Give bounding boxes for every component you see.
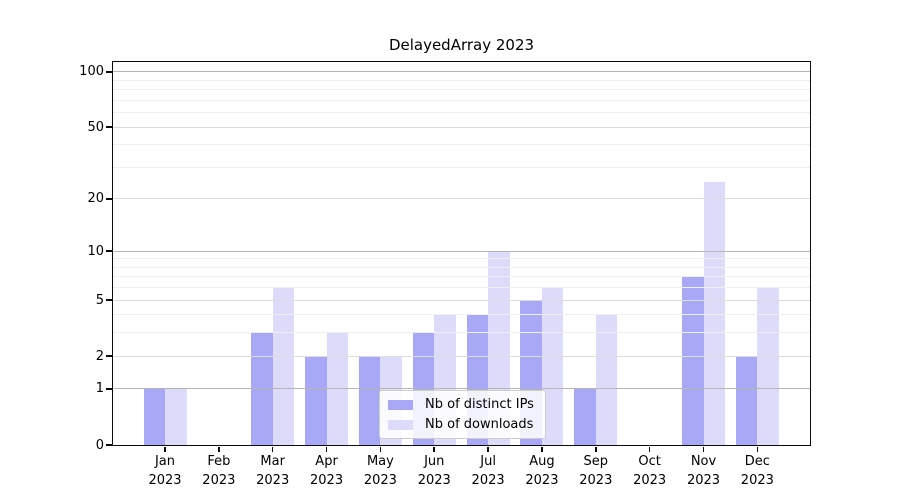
legend-label-distinct-ips: Nb of distinct IPs bbox=[425, 397, 534, 412]
bar-downloads-dec bbox=[757, 287, 779, 445]
legend-item-distinct-ips: Nb of distinct IPs bbox=[388, 396, 537, 413]
y-tick-label-5: 5 bbox=[95, 292, 104, 308]
x-tick-mark-mar bbox=[271, 446, 274, 452]
x-tick-label-dec: Dec 2023 bbox=[715, 452, 799, 490]
x-tick-month: May bbox=[366, 454, 394, 469]
x-tick-mark-apr bbox=[325, 446, 328, 452]
bar-downloads-apr bbox=[326, 332, 349, 445]
legend: Nb of distinct IPs Nb of downloads bbox=[379, 390, 546, 439]
x-tick-month: Aug bbox=[529, 454, 555, 469]
x-tick-year: 2023 bbox=[579, 473, 613, 488]
y-tick-label-1: 1 bbox=[95, 381, 104, 397]
bar-downloads-aug bbox=[541, 287, 564, 445]
y-tick-label-0: 0 bbox=[95, 437, 104, 453]
x-tick-year: 2023 bbox=[525, 473, 559, 488]
x-tick-month: Mar bbox=[260, 454, 285, 469]
x-tick-year: 2023 bbox=[471, 473, 505, 488]
x-tick-label-jan: Jan 2023 bbox=[123, 452, 207, 490]
y-tick-mark-5 bbox=[106, 299, 112, 301]
bar-downloads-mar bbox=[272, 287, 295, 445]
y-tick-label-2: 2 bbox=[95, 348, 104, 364]
x-tick-mark-nov bbox=[702, 446, 705, 452]
x-tick-month: Jan bbox=[154, 454, 176, 469]
bar-ips-mar bbox=[251, 332, 273, 445]
y-tick-mark-10 bbox=[106, 250, 112, 252]
x-tick-month: Sep bbox=[583, 454, 609, 469]
x-tick-mark-jan bbox=[164, 446, 166, 452]
x-tick-year: 2023 bbox=[740, 473, 774, 488]
y-tick-label-10: 10 bbox=[87, 243, 104, 259]
x-tick-year: 2023 bbox=[310, 473, 344, 488]
x-tick-year: 2023 bbox=[256, 473, 290, 488]
x-tick-month: Dec bbox=[744, 454, 770, 469]
x-tick-month: Nov bbox=[690, 454, 717, 469]
y-tick-label-100: 100 bbox=[79, 64, 104, 80]
x-tick-mark-may bbox=[379, 446, 382, 452]
x-tick-mark-oct bbox=[648, 446, 651, 452]
y-tick-mark-20 bbox=[106, 198, 112, 200]
x-tick-month: Feb bbox=[207, 454, 231, 469]
y-tick-label-20: 20 bbox=[87, 191, 104, 207]
x-tick-label-feb: Feb 2023 bbox=[177, 452, 261, 490]
legend-label-downloads: Nb of downloads bbox=[425, 417, 534, 432]
x-tick-mark-jun bbox=[433, 446, 436, 452]
x-tick-mark-sep bbox=[595, 446, 597, 452]
bar-downloads-jan bbox=[165, 388, 187, 445]
chart-title: DelayedArray 2023 bbox=[388, 36, 535, 54]
bars-layer bbox=[113, 62, 810, 445]
y-tick-label-50: 50 bbox=[87, 119, 104, 135]
y-tick-mark-1 bbox=[106, 388, 112, 390]
legend-swatch-downloads bbox=[388, 419, 413, 430]
x-tick-label-apr: Apr 2023 bbox=[285, 452, 369, 490]
x-tick-year: 2023 bbox=[633, 473, 667, 488]
x-tick-mark-aug bbox=[541, 446, 543, 452]
y-tick-mark-0 bbox=[106, 444, 112, 446]
bar-ips-sep bbox=[574, 388, 596, 445]
y-tick-mark-100 bbox=[106, 70, 112, 73]
x-tick-label-sep: Sep 2023 bbox=[554, 452, 638, 490]
x-tick-label-nov: Nov 2023 bbox=[662, 452, 746, 490]
x-tick-label-oct: Oct 2023 bbox=[608, 452, 692, 490]
x-tick-label-aug: Aug 2023 bbox=[500, 452, 584, 490]
x-tick-label-mar: Mar 2023 bbox=[231, 452, 315, 490]
x-tick-label-jun: Jun 2023 bbox=[392, 452, 476, 490]
x-tick-mark-feb bbox=[218, 446, 220, 452]
bar-ips-jan bbox=[143, 388, 165, 445]
plot-area: Nb of distinct IPs Nb of downloads bbox=[112, 61, 811, 446]
x-tick-mark-jul bbox=[487, 446, 489, 452]
x-tick-label-jul: Jul 2023 bbox=[446, 452, 530, 490]
x-tick-month: Oct bbox=[638, 454, 661, 469]
x-tick-mark-dec bbox=[756, 446, 759, 452]
y-tick-mark-2 bbox=[106, 355, 112, 357]
x-tick-year: 2023 bbox=[202, 473, 236, 488]
bar-ips-may bbox=[358, 356, 381, 445]
bar-downloads-sep bbox=[595, 314, 618, 445]
legend-swatch-distinct-ips bbox=[388, 399, 413, 410]
x-tick-year: 2023 bbox=[686, 473, 721, 488]
x-tick-year: 2023 bbox=[148, 473, 182, 488]
bar-ips-nov bbox=[682, 276, 704, 445]
x-tick-month: Jul bbox=[480, 454, 496, 469]
y-tick-mark-50 bbox=[106, 126, 112, 128]
x-tick-label-may: May 2023 bbox=[338, 452, 422, 490]
bar-ips-apr bbox=[305, 356, 327, 445]
x-tick-year: 2023 bbox=[363, 473, 397, 488]
x-tick-month: Jun bbox=[424, 454, 445, 469]
x-tick-year: 2023 bbox=[417, 473, 451, 488]
bar-ips-dec bbox=[735, 356, 758, 445]
legend-item-downloads: Nb of downloads bbox=[388, 416, 537, 433]
x-tick-month: Apr bbox=[315, 454, 338, 469]
bar-downloads-nov bbox=[703, 181, 725, 445]
